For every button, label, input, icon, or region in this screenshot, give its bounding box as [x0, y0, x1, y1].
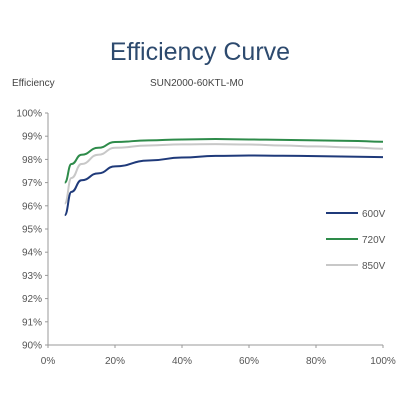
y-tick-label: 100% [16, 109, 42, 120]
x-tick-label: 80% [306, 356, 326, 367]
y-tick-label: 91% [22, 317, 42, 328]
y-axis-label: Efficiency [12, 78, 55, 89]
legend-label-720V: 720V [362, 235, 386, 246]
y-tick-label: 96% [22, 201, 42, 212]
x-tick-label: 20% [105, 356, 125, 367]
x-tick-label: 40% [172, 356, 192, 367]
series-line-600V [63, 154, 384, 217]
chart-subtitle: SUN2000-60KTL-M0 [150, 78, 244, 89]
y-tick-label: 92% [22, 294, 42, 305]
y-tick-label: 94% [22, 248, 42, 259]
y-tick-label: 98% [22, 155, 42, 166]
y-tick-label: 99% [22, 132, 42, 143]
legend-label-600V: 600V [362, 209, 386, 220]
series-line-850V [63, 143, 384, 205]
chart-title: Efficiency Curve [109, 38, 291, 66]
x-tick-label: 60% [239, 356, 259, 367]
y-tick-label: 90% [22, 341, 42, 352]
x-tick-label: 0% [41, 356, 56, 367]
x-tick-label: 100% [370, 356, 396, 367]
legend-label-850V: 850V [362, 261, 386, 272]
y-tick-label: 97% [22, 178, 42, 189]
y-tick-label: 95% [22, 225, 42, 236]
series-line-720V [64, 137, 384, 184]
y-tick-label: 93% [22, 271, 42, 282]
